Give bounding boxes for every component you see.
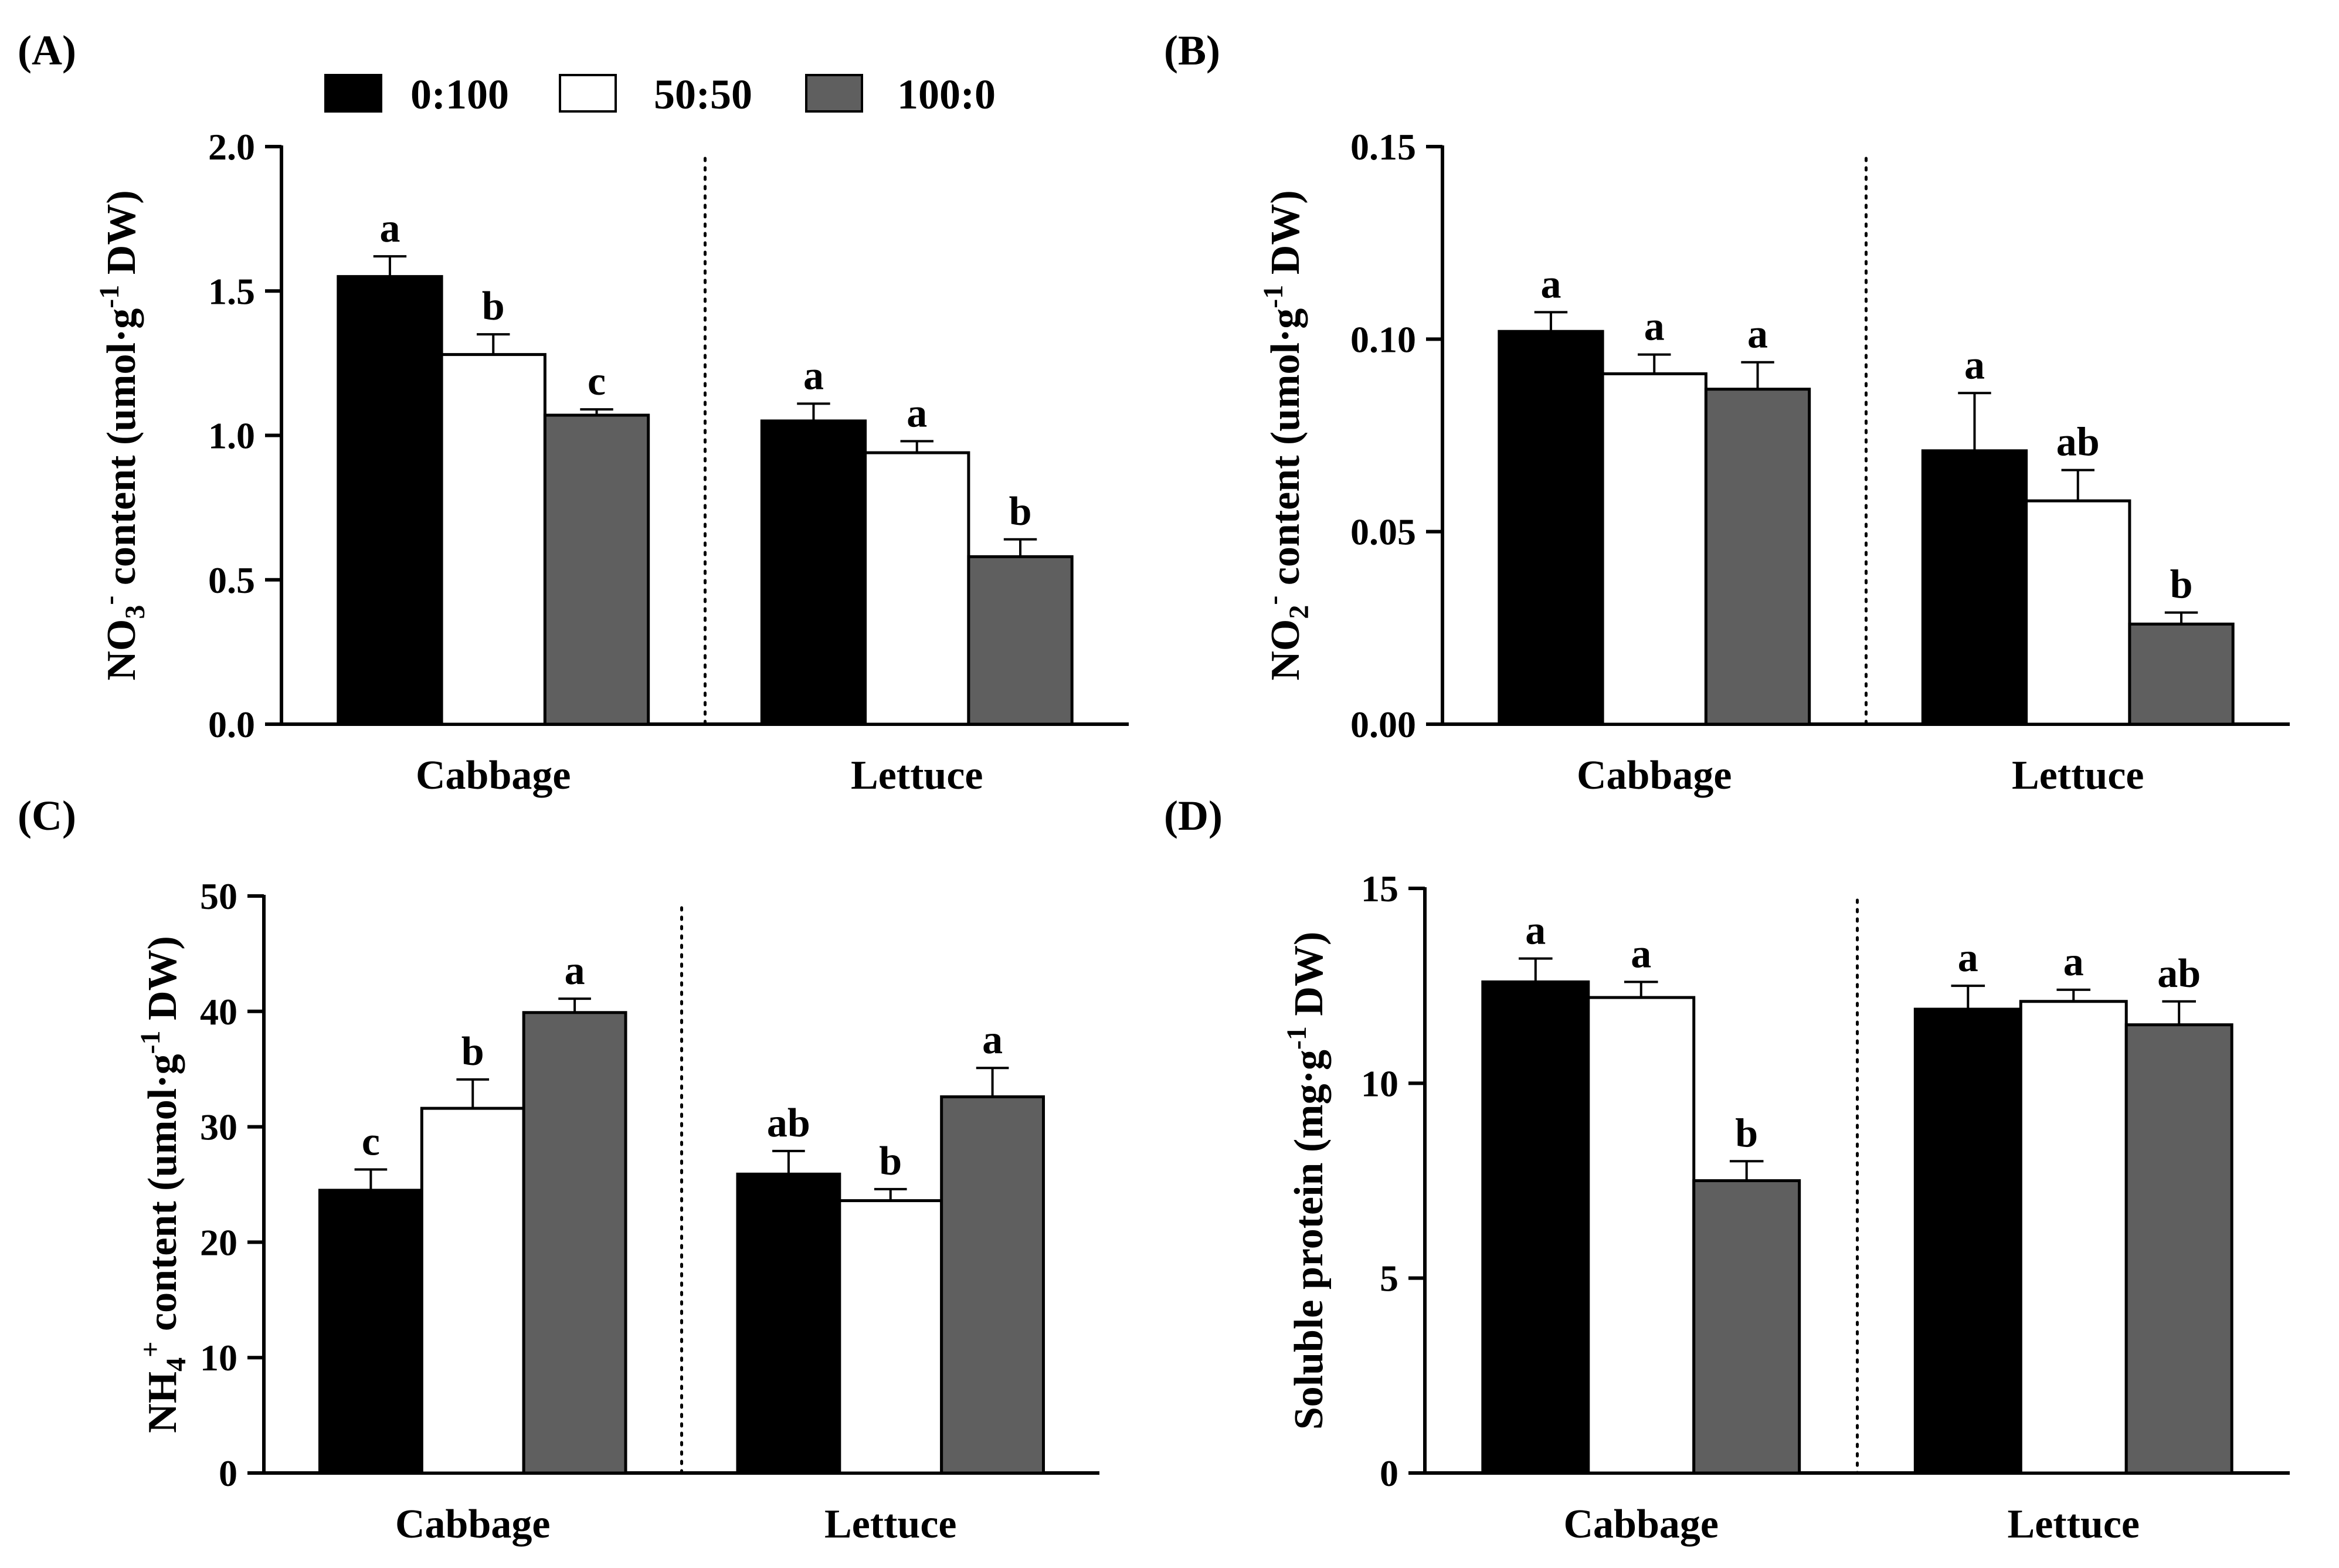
panel-label: (D) xyxy=(1164,792,1223,839)
significance-letter: a xyxy=(907,391,927,436)
bar xyxy=(2128,622,2235,726)
significance-letter: a xyxy=(565,948,585,993)
y-tick-label: 0.0 xyxy=(208,704,255,745)
significance-letter: b xyxy=(2170,562,2193,607)
x-category-label: Cabbage xyxy=(1564,1502,1719,1547)
bar xyxy=(2025,499,2131,726)
panel-label: (B) xyxy=(1164,27,1220,74)
bar xyxy=(940,1095,1045,1475)
x-category-label: Lettuce xyxy=(2008,1502,2140,1547)
significance-letter: b xyxy=(879,1139,902,1184)
significance-letter: a xyxy=(379,206,400,251)
legend-label-0: 0:100 xyxy=(410,71,509,118)
panel-2: (C) NH4+ content (umol·g-1 DW) 0 10 20 30 40 50… xyxy=(18,792,1099,1547)
bar xyxy=(420,1107,525,1475)
bar xyxy=(760,419,867,726)
bar xyxy=(1704,388,1811,726)
y-tick-label: 15 xyxy=(1361,868,1398,909)
significance-letter: ab xyxy=(2056,420,2100,465)
significance-letter: a xyxy=(2063,939,2084,985)
bar xyxy=(1921,449,2028,726)
y-tick-label: 30 xyxy=(200,1107,237,1148)
bar xyxy=(1692,1179,1801,1475)
y-tick-label: 0 xyxy=(1380,1452,1398,1494)
bar xyxy=(1601,372,1707,726)
significance-letter: ab xyxy=(767,1101,810,1146)
y-axis-title: NO2- content (umol·g-1 DW) xyxy=(1258,190,1315,680)
bar xyxy=(838,1199,943,1475)
y-tick-label: 0.10 xyxy=(1350,318,1416,360)
panel-1: (B) NO2- content (umol·g-1 DW) 0.00 0.05 0.1… xyxy=(1164,27,2290,798)
legend-swatch-2 xyxy=(805,74,863,113)
significance-letter: a xyxy=(1958,935,1978,980)
panel-3: (D) Soluble protein (mg·g-1 DW) 0 5 10 15 Cabb… xyxy=(1164,792,2290,1547)
bar xyxy=(736,1172,841,1475)
chart-panels: (A) NO3- content (umol·g-1 DW) 0.0 0.5 1.0 1.… xyxy=(18,27,2290,1547)
y-tick-label: 0 xyxy=(219,1452,237,1494)
y-tick-label: 2.0 xyxy=(208,126,255,168)
significance-letter: ab xyxy=(2157,951,2201,996)
y-tick-label: 40 xyxy=(200,991,237,1033)
significance-letter: c xyxy=(588,359,606,404)
bar xyxy=(543,413,650,726)
x-category-label: Lettuce xyxy=(851,753,983,798)
x-category-label: Lettuce xyxy=(824,1502,956,1547)
x-category-label: Cabbage xyxy=(395,1502,550,1547)
y-tick-label: 1.5 xyxy=(208,270,255,312)
significance-letter: a xyxy=(1540,262,1561,307)
significance-letter: c xyxy=(362,1119,380,1164)
significance-letter: a xyxy=(1525,908,1546,953)
bar xyxy=(2124,1023,2233,1475)
legend-label-2: 100:0 xyxy=(897,71,996,118)
significance-letter: a xyxy=(1644,304,1665,349)
y-tick-label: 10 xyxy=(200,1337,237,1379)
significance-letter: b xyxy=(461,1029,484,1074)
panel-label: (C) xyxy=(18,792,76,839)
bar xyxy=(2019,1000,2128,1475)
panel-label: (A) xyxy=(18,27,76,74)
significance-letter: a xyxy=(1631,932,1651,977)
bar xyxy=(1913,1007,2022,1475)
y-axis-title: Soluble protein (mg·g-1 DW) xyxy=(1281,932,1332,1430)
legend-swatch-0 xyxy=(324,74,382,113)
significance-letter: a xyxy=(1964,342,1985,388)
bar xyxy=(967,555,1074,726)
x-category-label: Cabbage xyxy=(416,753,571,798)
legend-swatch-1 xyxy=(559,74,617,113)
y-tick-label: 10 xyxy=(1361,1063,1398,1104)
y-tick-label: 0.05 xyxy=(1350,511,1416,553)
bar xyxy=(1481,980,1590,1475)
significance-letter: a xyxy=(803,353,824,398)
bar xyxy=(337,275,443,726)
y-tick-label: 1.0 xyxy=(208,415,255,457)
significance-letter: b xyxy=(1735,1111,1758,1156)
panel-0: (A) NO3- content (umol·g-1 DW) 0.0 0.5 1.0 1.… xyxy=(18,27,1129,798)
significance-letter: b xyxy=(1009,489,1032,534)
bar xyxy=(1498,330,1604,726)
bar xyxy=(440,353,546,726)
y-axis-title: NH4+ content (umol·g-1 DW) xyxy=(135,936,192,1433)
x-category-label: Lettuce xyxy=(2012,753,2144,798)
significance-letter: a xyxy=(982,1017,1003,1063)
bar xyxy=(318,1189,423,1475)
legend: 0:100 50:50 100:0 xyxy=(324,71,996,118)
bar xyxy=(1587,996,1696,1475)
bar xyxy=(864,451,970,726)
y-tick-label: 50 xyxy=(200,875,237,917)
significance-letter: a xyxy=(1747,312,1768,357)
x-category-label: Cabbage xyxy=(1577,753,1732,798)
y-tick-label: 5 xyxy=(1380,1258,1398,1299)
y-axis-title: NO3- content (umol·g-1 DW) xyxy=(94,190,151,680)
y-tick-label: 0.15 xyxy=(1350,126,1416,168)
legend-label-1: 50:50 xyxy=(654,71,752,118)
y-tick-label: 20 xyxy=(200,1221,237,1263)
bar xyxy=(522,1011,627,1475)
y-tick-label: 0.5 xyxy=(208,559,255,601)
significance-letter: b xyxy=(482,284,505,329)
y-tick-label: 0.00 xyxy=(1350,704,1416,745)
